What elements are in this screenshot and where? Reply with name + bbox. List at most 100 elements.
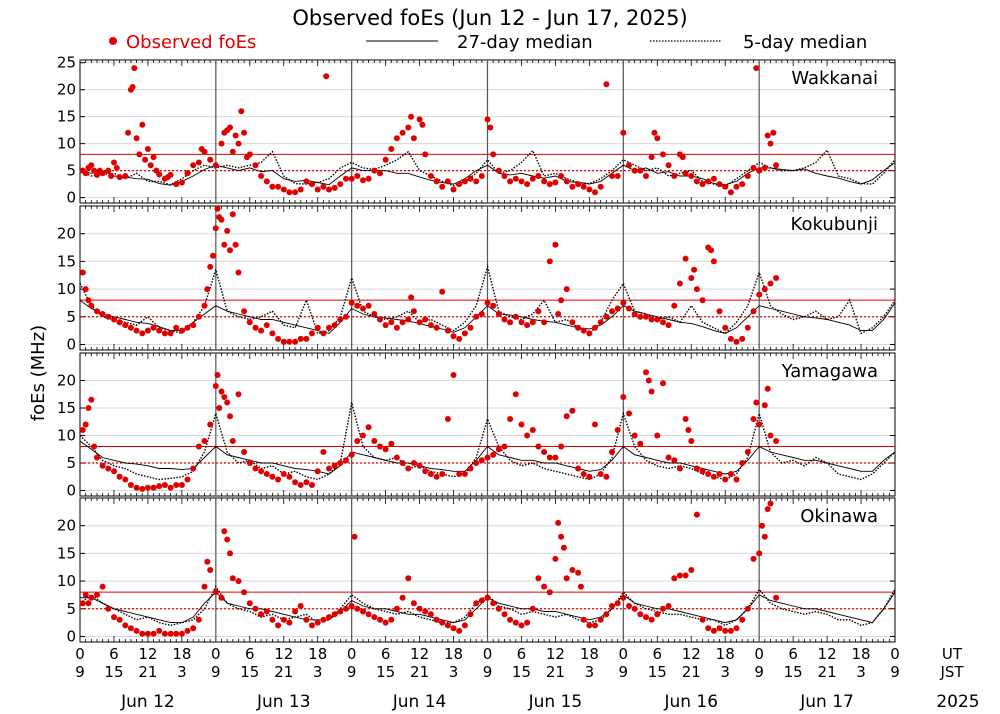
observed-point — [450, 186, 457, 193]
observed-point — [433, 178, 440, 185]
observed-point — [524, 619, 531, 626]
observed-point — [232, 132, 239, 139]
observed-point — [518, 178, 525, 185]
x-tick-label-ut: 0 — [75, 645, 85, 663]
observed-point — [563, 286, 570, 293]
observed-point — [597, 319, 604, 326]
observed-point — [671, 575, 678, 582]
observed-point — [252, 605, 259, 612]
observed-point — [501, 173, 508, 179]
x-tick-label-ut: 6 — [653, 645, 663, 663]
observed-point — [603, 611, 610, 618]
observed-point — [331, 322, 338, 329]
observed-point — [144, 484, 151, 491]
observed-point — [184, 324, 191, 331]
observed-point — [490, 151, 497, 158]
observed-point — [297, 482, 304, 488]
observed-point — [586, 330, 593, 337]
observed-point — [314, 324, 321, 331]
observed-point — [275, 183, 282, 190]
x-tick-label-ut: 0 — [483, 645, 493, 663]
observed-point — [614, 305, 621, 312]
observed-point — [360, 305, 366, 312]
observed-point — [388, 319, 395, 326]
observed-point — [246, 151, 253, 158]
observed-point — [693, 286, 700, 293]
x-tick-label-jst: 3 — [856, 663, 866, 681]
x-tick-label-ut: 12 — [274, 645, 293, 663]
observed-point — [326, 186, 332, 193]
observed-point — [195, 159, 202, 166]
x-tick-label-ut: 12 — [138, 645, 157, 663]
observed-point — [422, 316, 429, 323]
observed-point — [643, 614, 649, 621]
observed-point — [292, 189, 299, 196]
x-tick-label-jst: 15 — [376, 663, 395, 681]
observed-point — [767, 500, 774, 507]
observed-point — [654, 611, 661, 618]
observed-point — [744, 605, 751, 612]
observed-point — [467, 465, 474, 472]
observed-point — [456, 181, 463, 188]
observed-point — [216, 405, 223, 411]
observed-point — [535, 575, 542, 582]
observed-point — [214, 372, 221, 378]
observed-point — [252, 324, 259, 331]
observed-point — [229, 211, 236, 218]
observed-point — [665, 322, 672, 329]
legend-observed-marker — [109, 37, 117, 45]
jst-label: JST — [939, 663, 964, 681]
observed-point — [337, 316, 344, 323]
observed-point — [495, 605, 502, 612]
observed-point — [82, 421, 89, 428]
observed-point — [716, 181, 723, 188]
observed-point — [218, 594, 225, 601]
observed-point — [490, 600, 497, 607]
observed-point — [439, 183, 446, 190]
observed-point — [136, 151, 143, 158]
x-tick-label-jst: 9 — [890, 663, 900, 681]
observed-point — [473, 600, 480, 607]
observed-point — [535, 308, 542, 315]
observed-point — [113, 164, 120, 171]
observed-point — [167, 484, 174, 491]
observed-point — [580, 616, 587, 623]
x-tick-label-jst: 21 — [274, 663, 293, 681]
observed-point — [410, 460, 417, 466]
observed-point — [710, 175, 717, 182]
observed-point — [399, 594, 406, 601]
observed-point — [733, 338, 740, 345]
observed-point — [563, 178, 570, 185]
observed-point — [733, 476, 740, 483]
observed-point — [365, 175, 372, 182]
y-axis-label: foEs (MHz) — [28, 325, 49, 421]
observed-point — [235, 140, 242, 147]
observed-point — [739, 616, 746, 623]
observed-point — [207, 156, 214, 163]
observed-point — [427, 173, 434, 179]
observed-point — [122, 322, 129, 329]
observed-point — [614, 600, 621, 607]
observed-point — [563, 413, 570, 420]
day-label: Jun 13 — [256, 692, 311, 712]
observed-point — [507, 416, 514, 422]
observed-point — [461, 330, 468, 337]
observed-point — [108, 173, 115, 179]
observed-point — [320, 616, 327, 623]
observed-point — [195, 313, 202, 320]
observed-point — [671, 302, 678, 309]
x-tick-label-ut: 0 — [619, 645, 629, 663]
x-tick-label-ut: 12 — [818, 645, 837, 663]
observed-point — [682, 416, 689, 422]
observed-point — [269, 330, 276, 337]
observed-point — [410, 308, 417, 315]
observed-point — [343, 605, 349, 612]
observed-point — [708, 247, 715, 254]
observed-point — [116, 174, 123, 181]
observed-point — [739, 335, 746, 342]
observed-point — [207, 567, 214, 573]
observed-point — [79, 427, 86, 433]
observed-point — [280, 616, 287, 623]
observed-point — [125, 129, 132, 136]
x-tick-label-ut: 0 — [754, 645, 764, 663]
